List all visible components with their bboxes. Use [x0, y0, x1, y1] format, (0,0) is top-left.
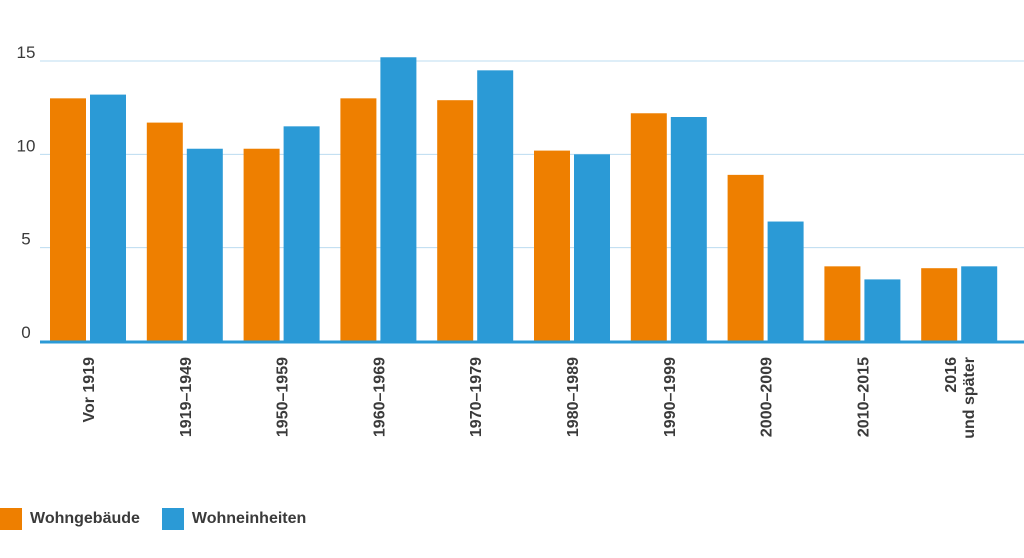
x-tick-label-line: 1960–1969 — [371, 357, 388, 437]
x-tick-label: 1950–1959 — [275, 357, 292, 437]
bar-wohneinheiten — [90, 94, 126, 341]
x-tick-label: 2016 und später — [943, 357, 978, 439]
bar-wohneinheiten — [670, 117, 707, 341]
x-tick-label: 1960–1969 — [371, 357, 388, 437]
bar-wohneinheiten — [380, 57, 417, 342]
bar-wohngebaeude — [824, 266, 861, 341]
bar-wohngebaeude — [534, 150, 570, 341]
bars — [50, 57, 998, 342]
x-tick-label: 1970–1979 — [468, 357, 485, 437]
y-axis-ticks: 0 5 10 15 — [17, 43, 36, 342]
bar-wohneinheiten — [767, 221, 804, 341]
legend: Wohngebäude Wohneinheiten — [0, 508, 306, 530]
x-tick-label-line: 1950–1959 — [275, 357, 292, 437]
x-tick-label: Vor 1919 — [81, 357, 98, 423]
legend-item-wohngebaeude: Wohngebäude — [0, 508, 140, 530]
bar-wohngebaeude — [727, 174, 764, 341]
bar-wohneinheiten — [574, 154, 610, 341]
x-tick-label-line: 1990–1999 — [662, 357, 679, 437]
y-tick-label: 5 — [21, 230, 30, 249]
x-tick-label-line: 2010–2015 — [855, 357, 872, 437]
x-tick-label-line: 2016 — [943, 357, 960, 393]
bar-wohneinheiten — [186, 148, 223, 341]
legend-item-wohneinheiten: Wohneinheiten — [161, 508, 307, 530]
x-tick-label-line: 1919–1949 — [178, 357, 195, 437]
y-tick-label: 0 — [21, 323, 30, 342]
legend-swatch-wohneinheiten — [161, 508, 184, 530]
x-tick-label-line: und später — [961, 357, 978, 439]
bar-wohneinheiten — [961, 266, 998, 341]
legend-label-wohneinheiten: Wohneinheiten — [191, 510, 307, 527]
bar-wohneinheiten — [477, 70, 514, 341]
x-tick-label: 1980–1989 — [565, 357, 582, 437]
x-tick-label-line: Vor 1919 — [81, 357, 98, 423]
x-tick-label-line: 1970–1979 — [468, 357, 485, 437]
bar-wohngebaeude — [243, 148, 280, 341]
x-tick-label: 2000–2009 — [759, 357, 776, 437]
x-tick-label-line: 1980–1989 — [565, 357, 582, 437]
x-tick-label: 2010–2015 — [855, 357, 872, 437]
bar-wohngebaeude — [50, 98, 86, 341]
y-tick-label: 15 — [17, 43, 36, 62]
bar-wohngebaeude — [437, 100, 474, 341]
bar-wohneinheiten — [864, 279, 901, 341]
bar-chart: 0 5 10 15 Vor 1919 1919–1949 1950–1959 1960–19… — [17, 43, 1024, 439]
bar-wohneinheiten — [283, 126, 320, 341]
legend-label-wohngebaeude: Wohngebäude — [30, 510, 140, 527]
legend-swatch-wohngebaeude — [0, 508, 22, 530]
x-tick-label: 1919–1949 — [178, 357, 195, 437]
bar-wohngebaeude — [630, 113, 667, 342]
x-axis-ticks: Vor 1919 1919–1949 1950–1959 1960–1969 1970–… — [81, 357, 978, 439]
y-tick-label: 10 — [17, 136, 36, 155]
x-tick-label: 1990–1999 — [662, 357, 679, 437]
bar-wohngebaeude — [340, 98, 377, 341]
x-tick-label-line: 2000–2009 — [759, 357, 776, 437]
bar-wohngebaeude — [921, 268, 958, 341]
bar-wohngebaeude — [146, 122, 183, 341]
